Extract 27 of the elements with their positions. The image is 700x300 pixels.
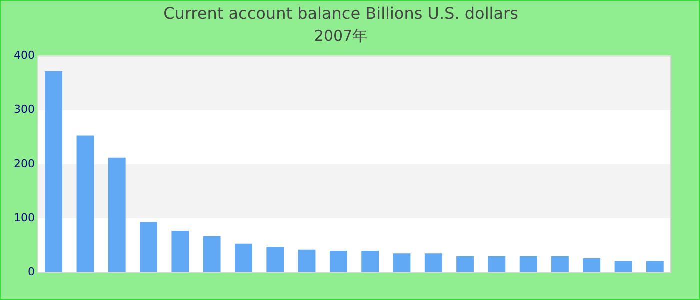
bar: [552, 256, 569, 272]
bar: [520, 256, 538, 272]
bar: [203, 236, 221, 272]
bar: [614, 261, 632, 272]
bar: [583, 258, 601, 272]
bar: [456, 256, 474, 272]
bar: [172, 230, 190, 272]
bar: [140, 222, 158, 272]
chart-title: Current account balance Billions U.S. dollars: [164, 4, 518, 23]
bar: [108, 158, 126, 272]
y-tick-label: 100: [14, 211, 35, 224]
bar: [393, 254, 411, 272]
chart-subtitle: 2007年: [314, 27, 368, 46]
bar: [45, 71, 63, 272]
y-tick-label: 200: [14, 157, 35, 170]
bar: [235, 244, 252, 272]
bar: [646, 261, 664, 272]
bar: [330, 250, 348, 272]
y-tick-label: 0: [28, 265, 35, 278]
bar: [488, 256, 506, 272]
bar: [362, 250, 380, 272]
bar: [76, 136, 94, 272]
y-tick-label: 400: [14, 49, 35, 62]
bar: [298, 250, 316, 272]
y-tick-label: 300: [14, 103, 35, 116]
bar: [266, 247, 284, 272]
bar: [424, 254, 442, 272]
